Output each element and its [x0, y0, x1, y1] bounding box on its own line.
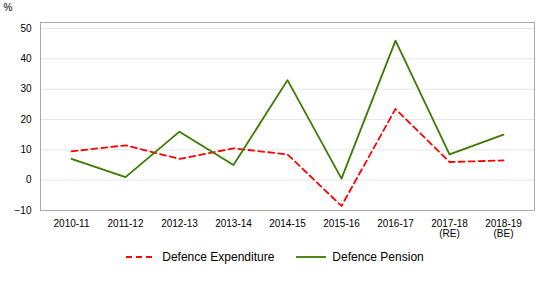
html-text:Defence Expenditure: Defence Expenditure — [162, 250, 275, 264]
svg-text:2014-15: 2014-15 — [269, 218, 306, 229]
svg-text:2017-18(RE): 2017-18(RE) — [431, 218, 468, 239]
svg-text:%: % — [4, 2, 13, 13]
svg-text:2010-11: 2010-11 — [54, 218, 90, 229]
svg-text:40: 40 — [20, 53, 32, 64]
svg-text:2013-14: 2013-14 — [215, 218, 252, 229]
svg-text:2016-17: 2016-17 — [377, 218, 414, 229]
svg-text:30: 30 — [20, 83, 32, 94]
svg-text:0: 0 — [26, 174, 32, 185]
svg-text:−10: −10 — [15, 205, 32, 216]
svg-text:20: 20 — [20, 114, 32, 125]
svg-text:10: 10 — [20, 144, 32, 155]
svg-text:2015-16: 2015-16 — [323, 218, 360, 229]
svg-text:50: 50 — [20, 23, 32, 34]
svg-text:2018-19(BE): 2018-19(BE) — [485, 218, 522, 239]
html-text:Defence Pension: Defence Pension — [332, 250, 424, 264]
svg-text:2012-13: 2012-13 — [161, 218, 198, 229]
svg-text:2011-12: 2011-12 — [108, 218, 144, 229]
